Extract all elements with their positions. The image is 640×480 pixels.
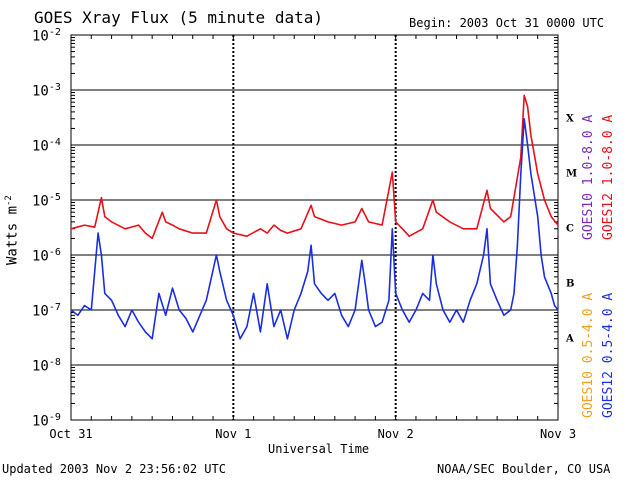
- flare-class-M: M: [566, 169, 577, 180]
- legend-goes10-long: GOES10 1.0-8.0 A: [581, 114, 596, 240]
- series-line-goes12_short: [70, 118, 559, 340]
- y-tick-label: 10-2: [32, 27, 61, 45]
- y-tick-label: 10-7: [32, 302, 61, 320]
- begin-time: Begin: 2003 Oct 31 0000 UTC: [409, 16, 605, 30]
- updated-timestamp: Updated 2003 Nov 2 23:56:02 UTC: [2, 462, 226, 476]
- y-axis-label: Watts m-2: [4, 195, 21, 265]
- legend-goes12-short-label: GOES12 0.5-4.0 A: [601, 292, 616, 418]
- legend-goes12-long: GOES12 1.0-8.0 A: [601, 114, 616, 240]
- series-line-goes12_long: [70, 94, 559, 240]
- legend-goes12-long-label: GOES12 1.0-8.0 A: [601, 114, 616, 240]
- flare-class-A: A: [565, 334, 574, 345]
- legend-goes10-long-label: GOES10 1.0-8.0 A: [581, 114, 596, 240]
- y-tick-label: 10-4: [32, 137, 61, 155]
- x-tick-label: Nov 1: [215, 427, 252, 441]
- day-dividers: [232, 35, 397, 420]
- legend-goes12-short: GOES12 0.5-4.0 A: [601, 292, 616, 418]
- legend-goes10-short: GOES10 0.5-4.0 A: [581, 292, 596, 418]
- flux-series: [70, 94, 559, 340]
- y-tick-label: 10-9: [32, 412, 61, 430]
- chart-title: GOES Xray Flux (5 minute data): [34, 8, 323, 27]
- x-tick-label: Nov 3: [539, 427, 577, 441]
- x-tick-label: Nov 2: [377, 427, 414, 441]
- flare-class-X: X: [566, 114, 574, 125]
- legend-goes10-short-label: GOES10 0.5-4.0 A: [581, 292, 596, 418]
- y-tick-label: 10-5: [32, 192, 61, 210]
- y-tick-label: 10-6: [32, 247, 61, 265]
- x-axis-label: Universal Time: [268, 442, 370, 456]
- flare-class-B: B: [566, 279, 574, 290]
- plot-frame: [70, 34, 559, 421]
- axis-ticks: [71, 35, 558, 420]
- flare-class-C: C: [566, 224, 574, 235]
- flare-class-labels: X M C B A: [565, 114, 577, 345]
- source-credit: NOAA/SEC Boulder, CO USA: [437, 462, 611, 476]
- x-tick-label: Oct 31: [49, 427, 93, 441]
- y-tick-label: 10-3: [32, 82, 61, 100]
- y-tick-label: 10-8: [32, 357, 61, 375]
- decade-gridlines: [71, 89, 558, 366]
